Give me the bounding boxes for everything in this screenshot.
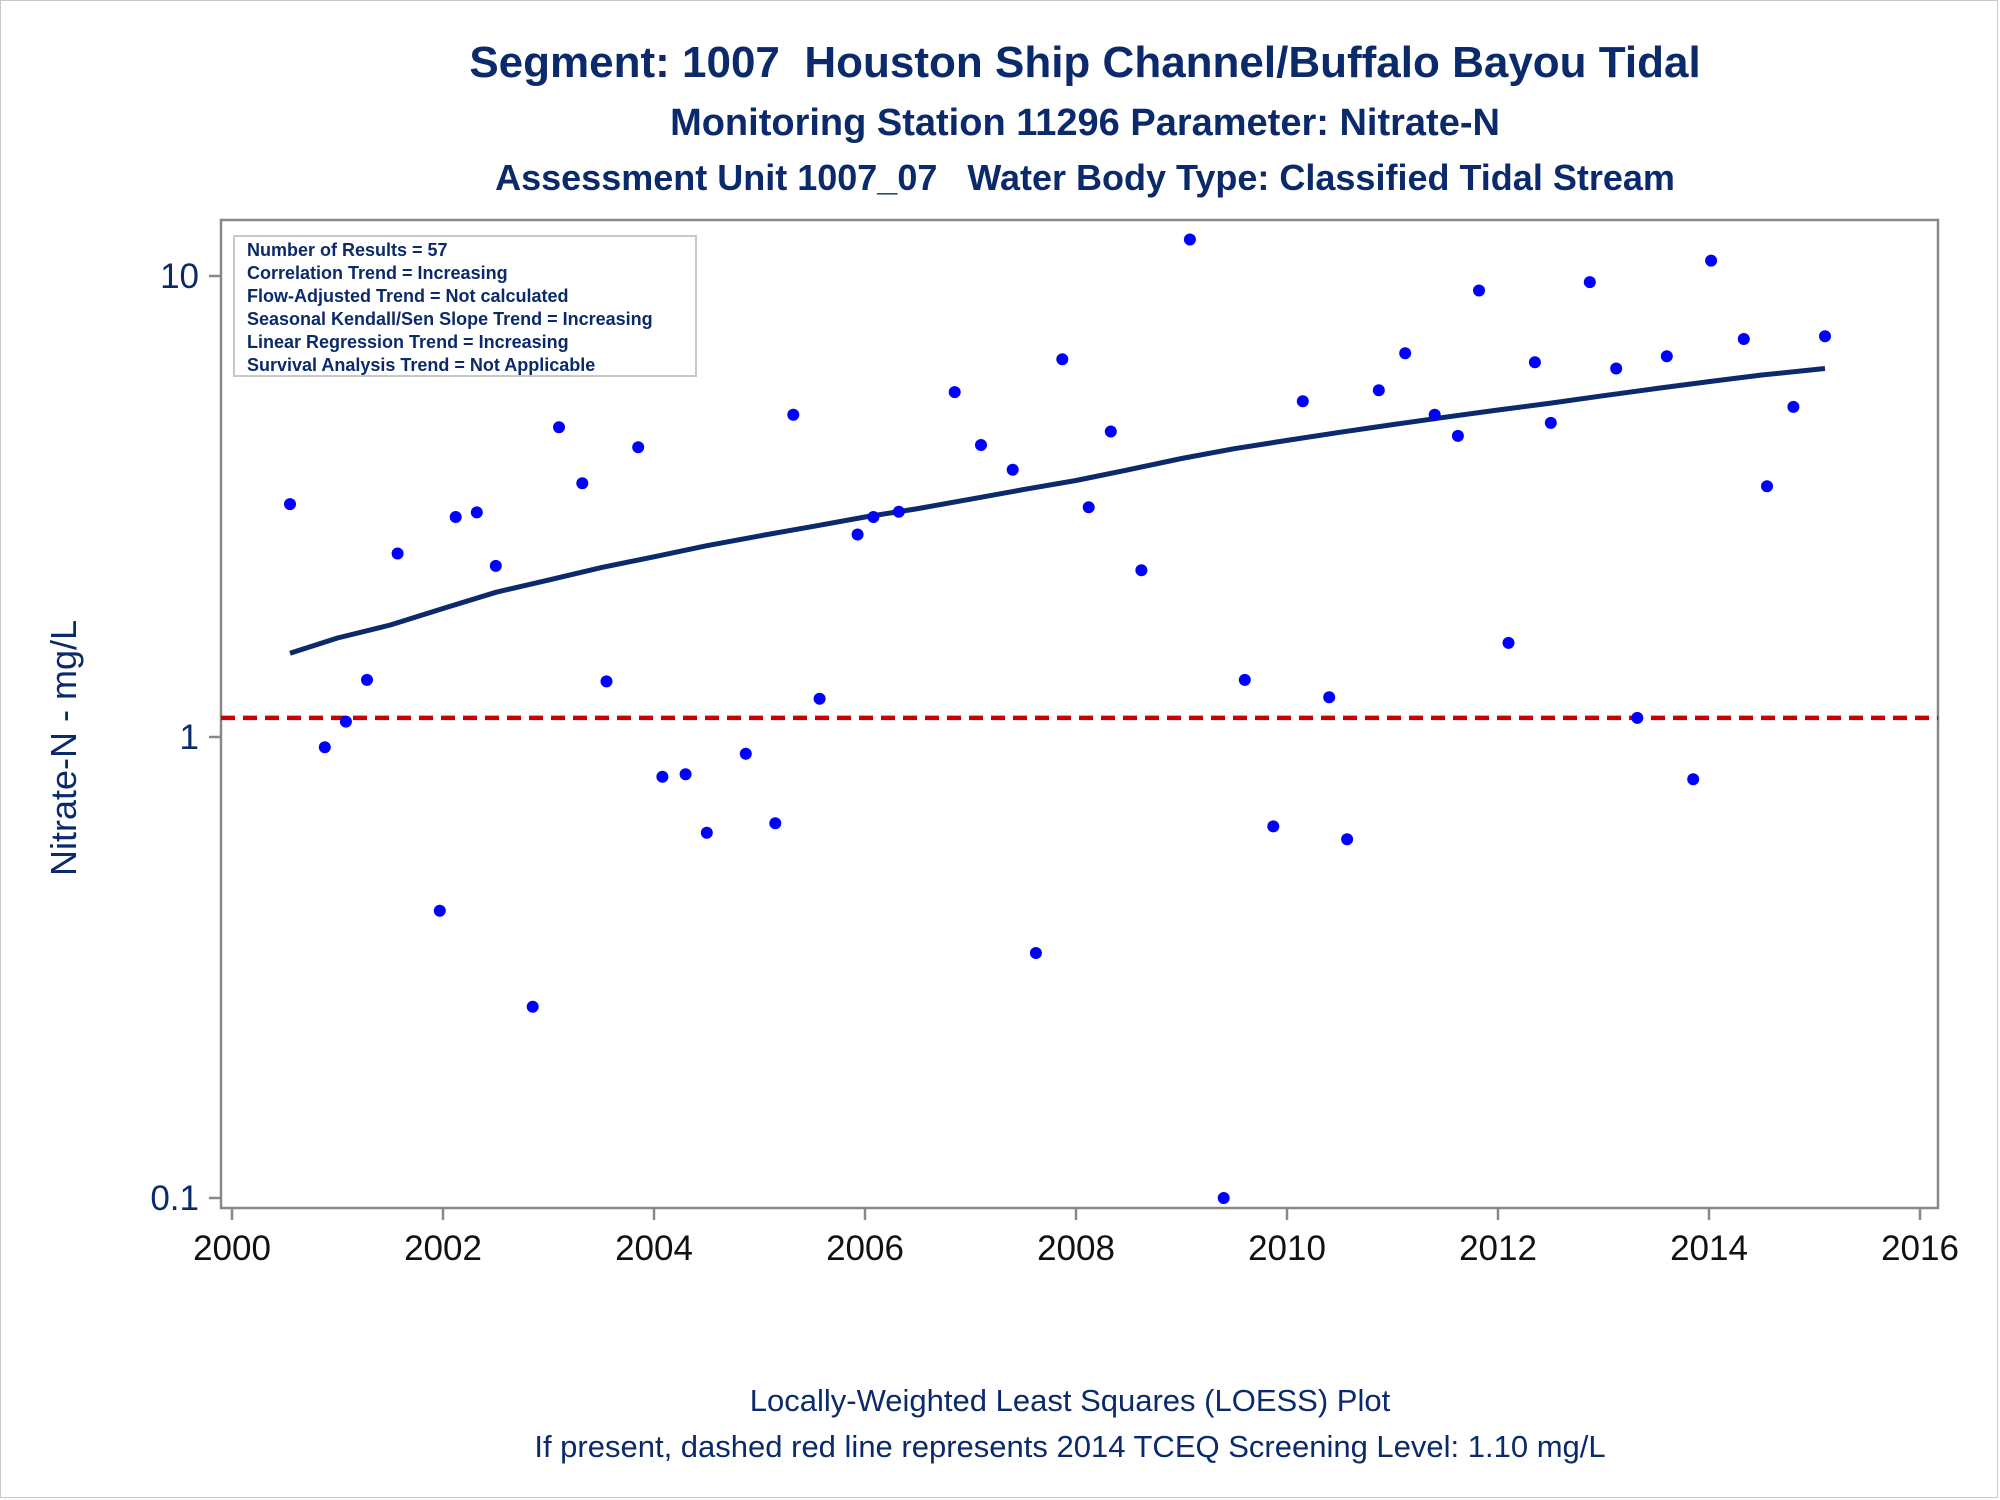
data-point: [1029, 947, 1042, 959]
data-point: [318, 741, 331, 754]
info-box-line: Correlation Trend = Increasing: [247, 263, 508, 283]
data-point: [679, 768, 692, 781]
x-tick-label: 2010: [1248, 1229, 1326, 1268]
data-point: [1787, 400, 1800, 413]
data-point: [1544, 416, 1557, 429]
info-box: [233, 235, 697, 377]
data-point: [1583, 276, 1596, 289]
data-point: [1341, 833, 1354, 846]
data-point: [1737, 333, 1750, 345]
data-point: [1372, 384, 1385, 397]
y-tick-label: 0.1: [150, 1179, 199, 1218]
chart-subtitle-2: Assessment Unit 1007_07 Water Body Type:…: [495, 157, 1675, 198]
data-point: [1819, 330, 1831, 343]
data-point: [975, 439, 987, 451]
info-box-line: Number of Results = 57: [247, 240, 448, 260]
info-box-line: Seasonal Kendall/Sen Slope Trend = Incre…: [247, 309, 653, 329]
info-box-line: Flow-Adjusted Trend = Not calculated: [247, 286, 569, 306]
data-point: [1267, 820, 1280, 833]
chart-title: Segment: 1007 Houston Ship Channel/Buffa…: [469, 38, 1701, 87]
data-point: [1660, 350, 1673, 363]
x-tick-label: 2006: [826, 1229, 904, 1268]
y-tick-label: 1: [180, 718, 199, 757]
data-point: [284, 498, 296, 511]
data-point: [1610, 362, 1623, 375]
data-point: [1705, 254, 1718, 267]
data-point: [787, 408, 800, 421]
data-point: [632, 441, 645, 454]
x-tick-label: 2002: [404, 1229, 482, 1268]
data-point: [361, 673, 373, 686]
x-tick-label: 2016: [1881, 1229, 1959, 1268]
data-point: [656, 770, 669, 783]
data-point: [1323, 691, 1336, 704]
data-point: [1502, 636, 1515, 649]
data-point: [867, 511, 880, 523]
x-tick-label: 2012: [1459, 1229, 1537, 1268]
data-point: [1428, 408, 1441, 421]
data-point: [1296, 395, 1309, 408]
data-point: [449, 511, 462, 523]
x-tick-label: 2004: [615, 1229, 693, 1268]
data-point: [1761, 480, 1773, 493]
data-point: [769, 817, 782, 830]
data-point: [339, 715, 352, 728]
x-tick-label: 2000: [193, 1229, 271, 1268]
data-point: [526, 1000, 539, 1013]
data-point: [470, 506, 483, 519]
data-point: [1528, 356, 1541, 369]
info-box-line: Linear Regression Trend = Increasing: [247, 332, 569, 352]
data-point: [1217, 1192, 1230, 1204]
data-point: [1631, 711, 1644, 724]
x-tick-label: 2008: [1037, 1229, 1115, 1268]
data-point: [600, 675, 613, 688]
x-tick-label: 2014: [1670, 1229, 1748, 1268]
data-point: [948, 386, 961, 399]
data-point: [1082, 501, 1095, 514]
data-point: [851, 528, 864, 541]
data-point: [553, 421, 565, 434]
data-point: [576, 477, 589, 490]
plot-area-frame: [219, 218, 1940, 1210]
data-point: [1056, 353, 1069, 366]
data-point: [1135, 564, 1148, 577]
data-point: [1238, 673, 1251, 686]
data-point: [433, 904, 446, 917]
data-point: [391, 547, 404, 560]
y-tick-label: 10: [160, 257, 199, 296]
data-point: [489, 559, 502, 572]
data-point: [813, 692, 826, 705]
data-point: [1473, 284, 1485, 297]
data-point: [739, 747, 752, 760]
chart-subtitle: Monitoring Station 11296 Parameter: Nitr…: [670, 102, 1500, 144]
y-axis-label: Nitrate-N - mg/L: [43, 620, 84, 876]
footnote-loess: Locally-Weighted Least Squares (LOESS) P…: [749, 1383, 1391, 1418]
data-point: [1006, 463, 1019, 476]
info-box-line: Survival Analysis Trend = Not Applicable: [247, 355, 595, 375]
data-point: [1687, 773, 1700, 786]
data-point: [892, 505, 905, 518]
data-point: [1104, 425, 1117, 438]
data-point: [1399, 347, 1412, 360]
data-point: [1451, 429, 1464, 442]
footnote-screening: If present, dashed red line represents 2…: [534, 1429, 1606, 1464]
loess-curve: [289, 366, 1826, 656]
data-point: [700, 826, 713, 839]
data-point: [1183, 233, 1196, 246]
